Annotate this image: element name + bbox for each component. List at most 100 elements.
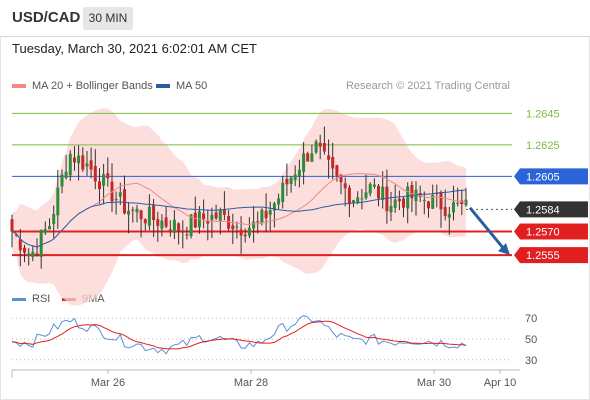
candle-body [314, 141, 318, 153]
candle-body [210, 214, 214, 221]
legend-swatch-ma50 [156, 84, 170, 89]
candle-body [206, 221, 210, 224]
candle-body [52, 214, 56, 225]
candle-body [406, 186, 410, 209]
candle-body [456, 202, 460, 204]
legend-label-rsi: RSI [32, 293, 51, 305]
candle-body [131, 209, 135, 211]
legend-swatch-ma20 [12, 84, 26, 89]
x-tick-label-0: Mar 26 [91, 377, 125, 389]
candle-body [123, 189, 126, 214]
candle-body [331, 157, 335, 169]
header-divider [0, 36, 590, 37]
candle-body [252, 221, 256, 229]
candle-body [306, 153, 310, 162]
candle-body [397, 198, 401, 202]
candle-body [256, 221, 260, 223]
x-tick-label-3: Apr 10 [484, 377, 516, 389]
candle-body [102, 174, 106, 186]
candle-body [222, 209, 226, 215]
candle-body [385, 186, 389, 212]
candle-body [368, 183, 372, 194]
candle-body [264, 210, 268, 219]
level-label-2: 1.2605 [526, 171, 560, 183]
legend-ma20-bollinger: MA 20 + Bollinger Bands [12, 80, 153, 92]
level-label-5: 1.2555 [526, 250, 560, 262]
candle-body [64, 171, 68, 178]
legend-rsi: RSI [12, 293, 50, 305]
candle-body [422, 200, 426, 201]
toolbar: USD/CAD 30 MIN [0, 0, 590, 36]
candle-body [214, 212, 218, 219]
legend-swatch-rsi [12, 297, 26, 301]
candle-body [452, 202, 455, 213]
level-label-bg-2 [514, 168, 588, 185]
candle-body [389, 206, 393, 213]
candle-body [143, 219, 147, 224]
candle-body [114, 198, 118, 201]
candle-body [231, 225, 235, 230]
candle-body [43, 229, 47, 233]
level-label-4: 1.2570 [526, 226, 560, 238]
candle-body [268, 210, 272, 215]
candle-body [10, 219, 14, 232]
level-label-bg-4 [514, 223, 588, 240]
candle-body [89, 160, 93, 170]
candle-body [77, 155, 81, 164]
candle-body [239, 229, 243, 236]
rsi-line [11, 315, 467, 355]
candle-body [73, 157, 76, 163]
candle-body [18, 239, 22, 251]
level-label-1: 1.2625 [526, 140, 560, 152]
candle-body [168, 229, 172, 232]
candle-body [393, 199, 397, 208]
candle-body [289, 177, 293, 184]
candle-body [447, 214, 451, 218]
candle-body [293, 174, 297, 181]
candle-body [156, 219, 160, 227]
ma50-line [11, 189, 467, 248]
candle-body [310, 153, 314, 162]
candle-body [247, 227, 251, 236]
candle-body [35, 253, 39, 255]
candle-body [277, 198, 281, 205]
legend-ma50: MA 50 [156, 80, 207, 92]
candle-body [48, 226, 51, 230]
candle-body [285, 178, 289, 185]
candle-body [139, 210, 143, 220]
candle-body [177, 223, 181, 231]
timeframe-button[interactable]: 30 MIN [83, 7, 133, 30]
candle-body [356, 197, 360, 204]
candle-body [39, 229, 43, 257]
candle-body [372, 184, 376, 187]
x-tick-label-2: Mar 30 [417, 377, 451, 389]
rsi-tick-label-1: 50 [525, 334, 537, 346]
candle-body [339, 174, 343, 183]
candle-body [343, 183, 347, 189]
rsi-tick-label-0: 70 [525, 313, 537, 325]
candle-body [14, 234, 18, 236]
candle-body [27, 253, 31, 257]
candle-body [427, 201, 430, 209]
candle-body [327, 155, 331, 160]
candle-body [93, 166, 97, 182]
timestamp: Tuesday, March 30, 2021 6:02:01 AM CET [12, 41, 257, 56]
candle-body [106, 173, 110, 179]
level-label-0: 1.2645 [526, 108, 560, 120]
candle-body [322, 143, 326, 152]
candle-body [193, 212, 197, 228]
candle-body [464, 199, 468, 206]
x-tick-label-1: Mar 28 [234, 377, 268, 389]
forecast-arrow-head [498, 243, 510, 256]
candle-body [243, 234, 247, 237]
candle-body [414, 189, 418, 202]
candle-body [402, 198, 405, 208]
candle-body [181, 230, 185, 232]
candle-body [147, 206, 151, 226]
symbol-label: USD/CAD [12, 9, 81, 26]
candle-body [160, 220, 164, 229]
bollinger-band [12, 108, 466, 306]
candle-body [360, 198, 364, 200]
level-label-bg-3 [514, 201, 588, 218]
